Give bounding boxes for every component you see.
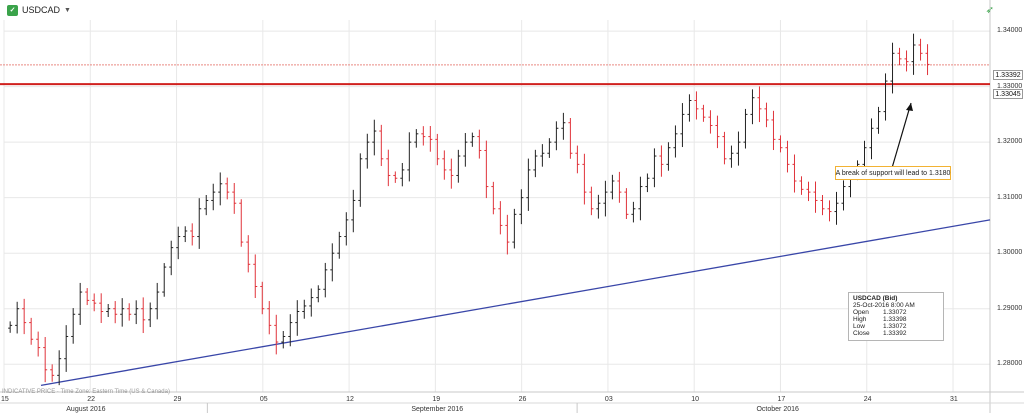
x-tick-label: 12	[346, 396, 354, 403]
x-tick-label: 17	[777, 396, 786, 403]
y-tick-label: 1.29000	[997, 304, 1023, 312]
ohlc-info-box: USDCAD (Bid) 25-Oct-2016 8:00 AM Open 1.3…	[848, 292, 944, 341]
expand-arrow-icon[interactable]: ➶	[985, 5, 994, 16]
ohlc-row: Close 1.33392	[853, 330, 907, 337]
x-tick-label: 22	[87, 396, 96, 403]
chart-annotation: A break of support will lead to 1.3180	[835, 166, 951, 180]
x-tick-label: 29	[173, 396, 182, 403]
ohlc-row: High 1.33398	[853, 316, 907, 323]
month-label: October 2016	[756, 406, 799, 413]
timezone-note: INDICATIVE PRICE · Time Zone: Eastern Ti…	[2, 389, 170, 395]
ohlc-row: Open 1.33072	[853, 309, 907, 316]
ohlc-datetime: 25-Oct-2016 8:00 AM	[853, 302, 915, 309]
y-tick-label: 1.30000	[997, 249, 1023, 257]
x-tick-label: 31	[950, 396, 958, 403]
y-tick-label: 1.31000	[997, 193, 1023, 201]
trendline	[40, 219, 991, 386]
symbol-selector[interactable]: ✓ USDCAD ▼	[0, 0, 71, 20]
y-tick-label: 1.34000	[997, 27, 1023, 35]
x-tick-label: 03	[604, 396, 613, 403]
x-tick-label: 24	[863, 396, 872, 403]
x-tick-label: 19	[432, 396, 441, 403]
x-tick-label: 05	[259, 396, 268, 403]
x-tick-label: 15	[1, 396, 9, 403]
y-tick-label: 1.32000	[997, 138, 1023, 146]
y-tick-label: 1.33000	[997, 82, 1023, 90]
y-tick-label: 1.28000	[997, 360, 1023, 368]
month-label: August 2016	[66, 406, 106, 413]
symbol-label: USDCAD	[22, 5, 61, 15]
support-price-tag: 1.33045	[993, 89, 1023, 99]
ohlc-title: USDCAD (Bid)	[853, 295, 898, 302]
x-tick-label: 26	[518, 396, 527, 403]
arrow-head-icon	[906, 103, 913, 111]
chevron-down-icon[interactable]: ▼	[64, 6, 71, 14]
ohlc-row: Low 1.33072	[853, 323, 907, 330]
month-label: September 2016	[411, 406, 464, 413]
chart-symbol-icon: ✓	[7, 4, 18, 16]
annotation-arrow	[891, 102, 912, 169]
x-tick-label: 10	[691, 396, 699, 403]
current-price-tag: 1.33392	[993, 70, 1023, 80]
